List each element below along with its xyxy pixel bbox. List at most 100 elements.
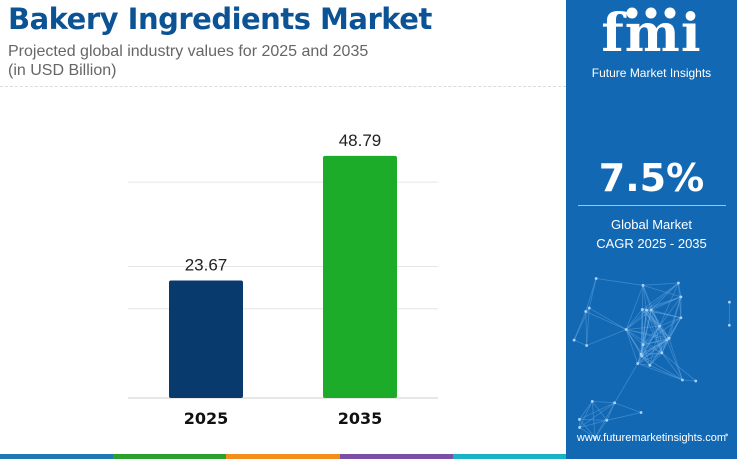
network-line xyxy=(642,285,660,327)
network-line xyxy=(642,309,652,345)
network-line xyxy=(650,309,660,327)
network-line xyxy=(625,309,647,330)
network-line xyxy=(637,337,670,364)
network-node xyxy=(613,401,617,405)
network-line xyxy=(641,309,663,353)
network-line xyxy=(666,317,682,341)
network-line xyxy=(659,282,679,327)
chart-subtitle: Projected global industry values for 202… xyxy=(8,42,368,80)
network-line xyxy=(641,309,670,339)
network-line xyxy=(626,325,660,330)
network-line xyxy=(625,329,663,354)
accent-segment-3 xyxy=(226,454,340,459)
bottom-accent-bar xyxy=(0,454,567,459)
network-line xyxy=(573,307,590,341)
network-node xyxy=(641,283,645,287)
network-node xyxy=(636,362,640,365)
network-line xyxy=(591,401,608,421)
network-line xyxy=(678,282,682,297)
network-line xyxy=(642,309,681,319)
cagr-label: Global Market CAGR 2025 - 2035 xyxy=(566,215,737,253)
network-line xyxy=(646,296,682,311)
network-node xyxy=(658,324,661,328)
network-line xyxy=(642,285,647,311)
network-line xyxy=(659,325,668,341)
side-panel: fmi Future Market Insights 7.5% Global M… xyxy=(566,0,737,459)
logo-people-icon xyxy=(626,7,676,19)
network-line xyxy=(666,339,683,381)
network-line xyxy=(637,355,643,364)
network-line xyxy=(661,317,682,354)
bar-chart: 23.67 2025 48.79 2035 xyxy=(128,131,438,428)
network-line xyxy=(649,352,663,366)
network-node xyxy=(624,328,628,331)
network-line xyxy=(646,309,660,327)
network-line xyxy=(579,402,615,428)
network-line xyxy=(650,309,663,353)
cagr-label-line-1: Global Market xyxy=(611,217,692,232)
network-line xyxy=(666,296,682,340)
network-line xyxy=(625,285,644,330)
network-line xyxy=(641,309,668,341)
network-node xyxy=(677,281,680,285)
cagr-value: 7.5% xyxy=(598,156,705,200)
network-line xyxy=(637,352,662,364)
network-line xyxy=(650,309,670,339)
website-link[interactable]: www.futuremarketinsights.com xyxy=(576,432,727,444)
network-node xyxy=(648,363,652,367)
network-line xyxy=(650,282,679,311)
network-line xyxy=(682,379,696,382)
network-line xyxy=(606,402,616,421)
network-line xyxy=(649,338,670,366)
network-line xyxy=(625,309,643,330)
accent-segment-2 xyxy=(113,454,227,459)
network-line xyxy=(641,325,660,357)
network-line xyxy=(661,352,697,382)
network-line xyxy=(642,282,679,286)
network-line xyxy=(640,344,644,355)
network-line xyxy=(625,309,652,330)
network-line xyxy=(659,326,663,353)
network-line xyxy=(678,282,682,318)
network-line xyxy=(640,339,667,355)
network-node xyxy=(725,433,728,437)
network-line xyxy=(626,329,667,341)
network-background xyxy=(572,277,731,439)
network-node xyxy=(584,310,588,313)
network-node xyxy=(667,336,671,340)
network-node xyxy=(572,338,576,342)
network-line xyxy=(589,307,627,330)
network-line xyxy=(637,339,668,364)
network-node xyxy=(645,308,648,312)
network-line xyxy=(646,309,663,353)
network-node xyxy=(679,316,683,320)
network-line xyxy=(573,339,587,346)
network-line xyxy=(651,309,681,319)
network-node xyxy=(679,295,683,299)
network-line xyxy=(614,363,639,404)
network-line xyxy=(649,326,660,366)
network-line xyxy=(585,311,627,330)
network-line xyxy=(625,329,644,345)
network-line xyxy=(659,317,682,327)
network-line xyxy=(642,317,682,346)
network-line xyxy=(641,309,644,345)
network-node xyxy=(605,418,609,422)
network-node xyxy=(660,351,664,355)
network-line xyxy=(625,329,639,364)
network-line xyxy=(642,344,651,366)
network-line xyxy=(661,352,683,381)
network-node xyxy=(641,343,645,347)
network-line xyxy=(668,338,683,381)
network-line xyxy=(579,401,593,420)
network-line xyxy=(641,309,660,327)
network-line xyxy=(637,325,660,364)
network-line xyxy=(642,285,652,311)
network-line xyxy=(626,329,670,339)
network-line xyxy=(625,329,642,355)
network-node xyxy=(578,426,582,429)
network-line xyxy=(641,337,670,357)
network-line xyxy=(585,278,597,312)
network-line xyxy=(637,354,642,364)
network-line xyxy=(637,363,683,381)
